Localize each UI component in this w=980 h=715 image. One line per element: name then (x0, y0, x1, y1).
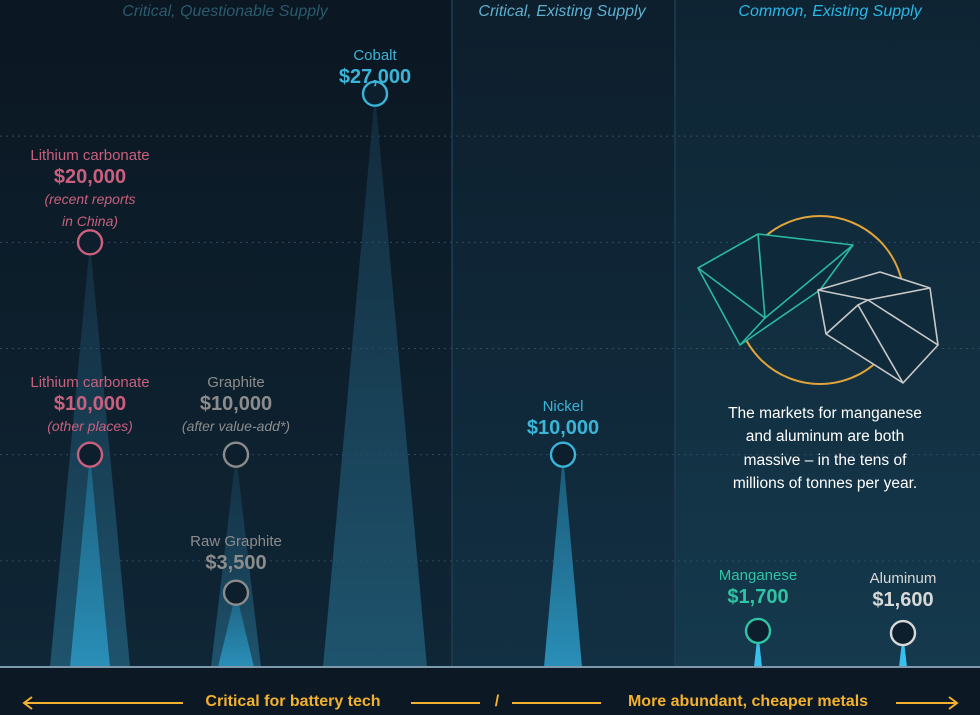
item-price: $1,700 (727, 586, 789, 608)
item-price: $20,000 (53, 166, 127, 188)
footer-band (0, 668, 980, 715)
price-spike (754, 630, 762, 667)
item-name: Lithium carbonate (30, 147, 150, 164)
ore-illustration (697, 215, 939, 385)
price-marker (549, 441, 577, 468)
callout-line: and aluminum are both (745, 428, 905, 446)
item-name: Graphite (207, 374, 265, 391)
item-label: Aluminum $1,600 (870, 570, 937, 612)
item-price: $10,000 (53, 393, 127, 415)
price-marker (889, 619, 917, 647)
item-note: (after value-add*) (181, 418, 291, 434)
item-name: Manganese (718, 567, 798, 584)
price-marker (76, 441, 104, 468)
item-label: Lithium carbonate $10,000 (other places) (30, 374, 149, 438)
price-marker (744, 617, 772, 645)
price-spike (218, 592, 254, 667)
item-label: Manganese $1,700 (719, 567, 797, 609)
footer-arrows (22, 696, 959, 710)
item-price: $10,000 (199, 393, 273, 415)
item-name: Raw Graphite (190, 533, 282, 550)
item-price: $1,600 (872, 589, 934, 611)
price-spike (323, 93, 427, 667)
price-spike (544, 454, 582, 667)
section-header-critical-questionable: Critical, Questionable Supply (122, 3, 328, 20)
item-note: (recent reports (44, 191, 136, 207)
item-label: Graphite $10,000 (after value-add*) (182, 374, 290, 438)
section-header-common-existing: Common, Existing Supply (738, 3, 922, 20)
item-name: Cobalt (353, 47, 397, 64)
price-marker (76, 229, 104, 256)
item-name: Lithium carbonate (30, 374, 150, 391)
item-price: $10,000 (526, 417, 600, 439)
price-marker (222, 579, 250, 606)
price-spike (211, 454, 261, 667)
callout-text: The markets for manganese and aluminum a… (700, 402, 950, 495)
price-spike (899, 633, 907, 667)
item-label: Cobalt $27,000 (339, 47, 411, 89)
price-spike (70, 454, 110, 667)
item-label: Raw Graphite $3,500 (190, 533, 282, 575)
footer-left-label: Critical for battery tech (205, 693, 381, 710)
item-label: Lithium carbonate $20,000 (recent reports i… (30, 147, 149, 232)
footer-separator: / (494, 693, 500, 710)
price-marker (361, 80, 389, 107)
price-marker (222, 441, 250, 468)
item-label: Nickel $10,000 (527, 398, 599, 440)
item-note: (other places) (47, 418, 133, 434)
footer-right-label: More abundant, cheaper metals (627, 693, 869, 710)
section-header-critical-existing: Critical, Existing Supply (478, 3, 646, 20)
callout-line: The markets for manganese (728, 405, 922, 422)
item-name: Nickel (542, 398, 584, 415)
item-name: Aluminum (869, 570, 937, 587)
price-markers (76, 80, 917, 647)
item-price: $27,000 (338, 66, 412, 88)
callout-line: massive – in the tens of (743, 451, 907, 469)
callout-line: millions of tonnes per year. (732, 474, 918, 492)
item-price: $3,500 (205, 552, 267, 574)
item-note: in China) (61, 212, 119, 229)
